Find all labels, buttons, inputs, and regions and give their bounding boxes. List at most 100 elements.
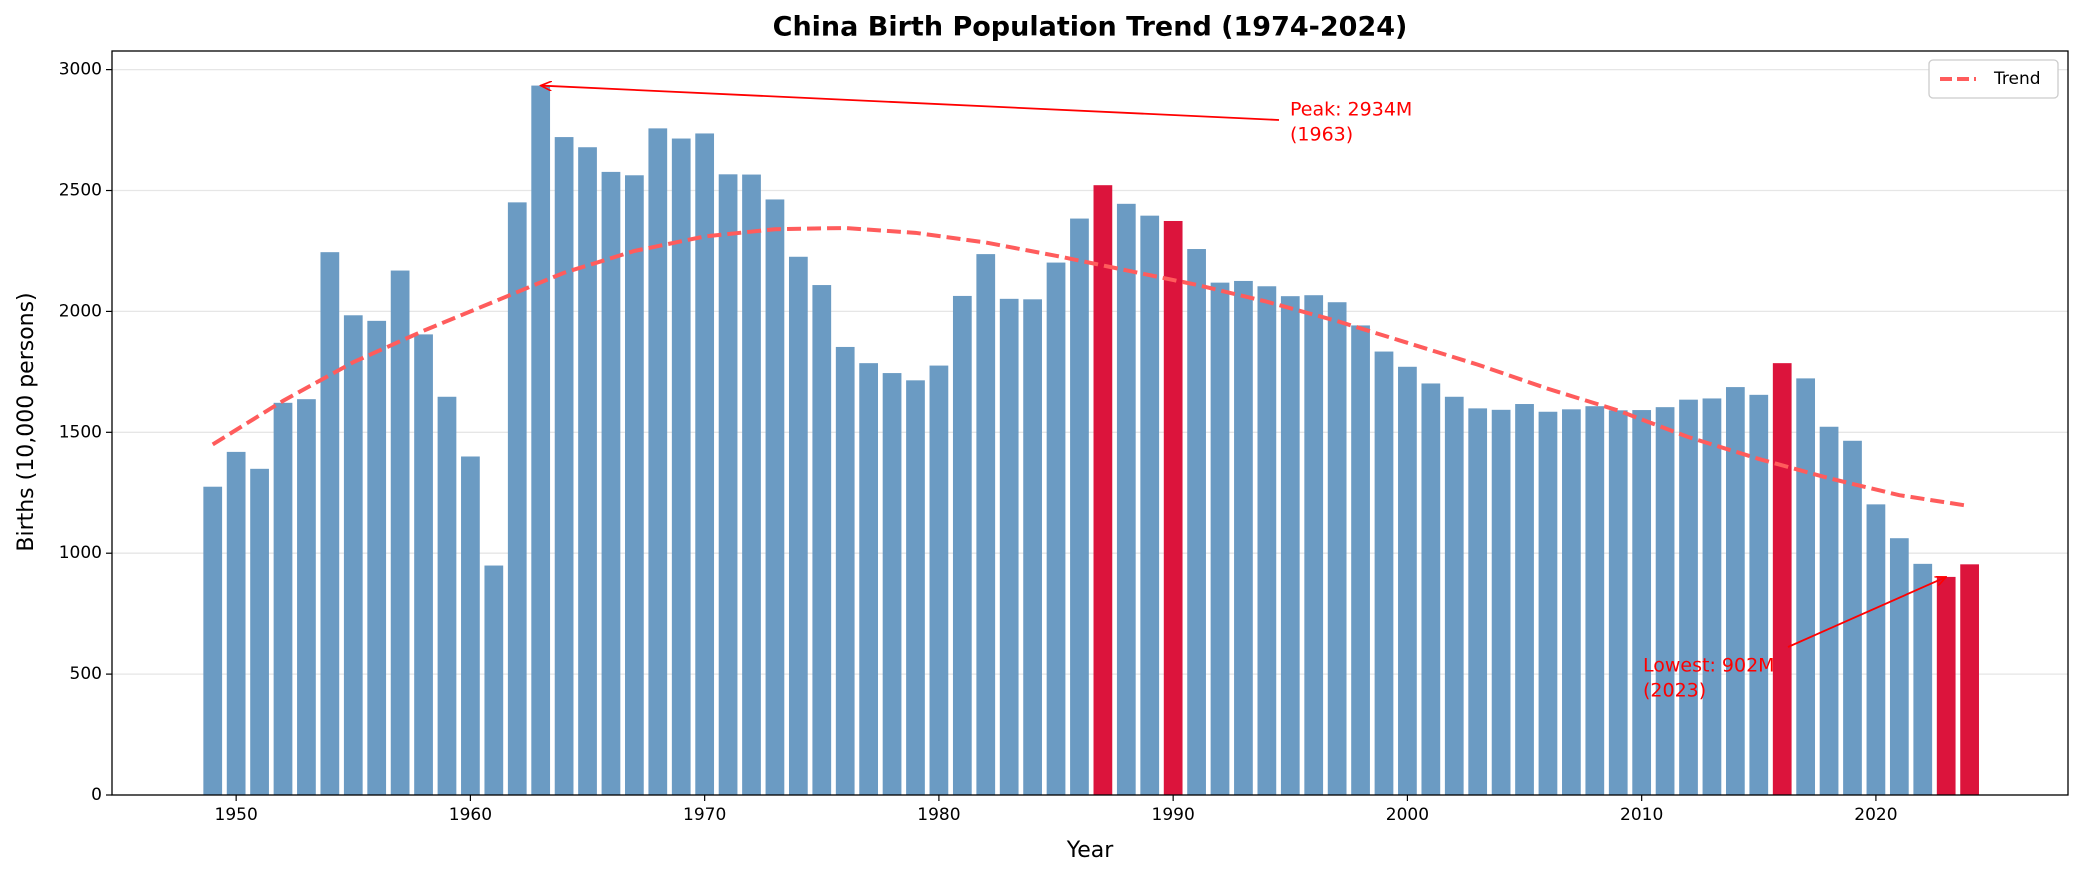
bar: [765, 199, 785, 795]
bar: [1725, 387, 1745, 795]
bar: [1936, 576, 1956, 795]
bar: [367, 320, 387, 795]
bar: [1280, 296, 1300, 795]
bar: [1960, 564, 1979, 795]
bar: [414, 334, 433, 795]
chart-title: China Birth Population Trend (1974-2024): [773, 12, 1408, 43]
bar: [1304, 295, 1324, 795]
bar: [1608, 410, 1628, 795]
x-tick-label: 1950: [215, 805, 258, 825]
bar: [507, 202, 527, 795]
bar: [1234, 280, 1253, 795]
bar: [999, 298, 1019, 795]
bar: [929, 365, 949, 795]
bar: [297, 399, 316, 795]
y-tick-label: 2500: [59, 181, 102, 201]
bar: [812, 285, 832, 795]
bar: [788, 256, 808, 795]
annotation-text: (1963): [1290, 124, 1353, 146]
bar: [1444, 396, 1464, 795]
bar: [1116, 203, 1136, 795]
bar: [1749, 394, 1769, 795]
plot-frame: [111, 50, 2069, 796]
bar: [1374, 351, 1394, 795]
bar: [1889, 538, 1909, 795]
bar: [742, 174, 761, 796]
x-tick-label: 2000: [1386, 805, 1429, 825]
bar: [1913, 563, 1933, 795]
bar: [1796, 378, 1816, 795]
bar: [835, 346, 855, 795]
bar: [1562, 409, 1581, 795]
annotation-text: (2023): [1643, 680, 1706, 702]
trend-line: [211, 225, 1970, 509]
y-tick-label: 1000: [59, 543, 102, 563]
bar: [1257, 286, 1277, 795]
bar: [1632, 410, 1652, 795]
bar: [1772, 363, 1792, 795]
x-tick-label: 1970: [683, 805, 726, 825]
annotation-arrow: [541, 86, 1280, 121]
bar: [578, 147, 597, 795]
bar: [390, 270, 410, 795]
bar: [1398, 366, 1417, 795]
bar: [1140, 215, 1160, 795]
bar: [273, 402, 293, 795]
annotation-text: Peak: 2934M: [1290, 99, 1412, 121]
x-axis-label: Year: [1066, 838, 1115, 863]
bar: [250, 468, 269, 795]
bar: [1093, 185, 1113, 795]
bar: [601, 171, 621, 795]
y-tick-label: 1500: [59, 422, 102, 442]
annotation-arrow: [1787, 577, 1946, 648]
bar: [531, 85, 551, 795]
bar: [625, 175, 644, 795]
bar: [1819, 426, 1839, 795]
bar: [320, 252, 340, 795]
bar: [952, 295, 972, 795]
bar: [1210, 282, 1230, 795]
bar: [859, 363, 879, 795]
bar: [1351, 325, 1370, 795]
y-tick-label: 0: [91, 785, 102, 805]
bar: [1327, 302, 1347, 795]
bar: [906, 380, 925, 795]
legend-label: Trend: [1993, 69, 2041, 89]
y-axis-label: Births (10,000 persons): [14, 292, 39, 551]
bar: [1585, 406, 1605, 795]
x-tick-label: 1980: [917, 805, 960, 825]
bar: [1491, 409, 1511, 795]
x-tick-label: 2020: [1854, 805, 1897, 825]
bar: [1468, 408, 1488, 795]
bar: [1187, 249, 1206, 796]
y-tick-label: 2000: [59, 301, 102, 321]
bar: [203, 486, 223, 795]
bar: [226, 451, 246, 795]
bar: [1515, 404, 1534, 795]
bar: [1046, 262, 1066, 795]
bar: [1421, 383, 1441, 795]
bar: [1070, 218, 1089, 795]
bar: [976, 254, 996, 795]
bar: [648, 128, 668, 795]
bar: [718, 174, 738, 795]
y-tick-label: 3000: [59, 60, 102, 80]
x-tick-label: 1960: [449, 805, 492, 825]
bar: [554, 137, 574, 796]
annotation-text: Lowest: 902M: [1643, 655, 1775, 677]
bar: [461, 456, 480, 795]
bar: [484, 565, 504, 795]
bar: [1866, 504, 1886, 795]
bar: [1023, 299, 1042, 795]
bar: [671, 138, 691, 795]
y-tick-label: 500: [70, 664, 102, 684]
bar: [695, 133, 715, 796]
bar: [1163, 220, 1183, 796]
x-tick-label: 1990: [1152, 805, 1195, 825]
legend-box: [1928, 59, 2059, 99]
bar: [1679, 399, 1698, 795]
bar: [437, 396, 457, 795]
bar: [1655, 407, 1675, 795]
x-tick-label: 2010: [1620, 805, 1663, 825]
